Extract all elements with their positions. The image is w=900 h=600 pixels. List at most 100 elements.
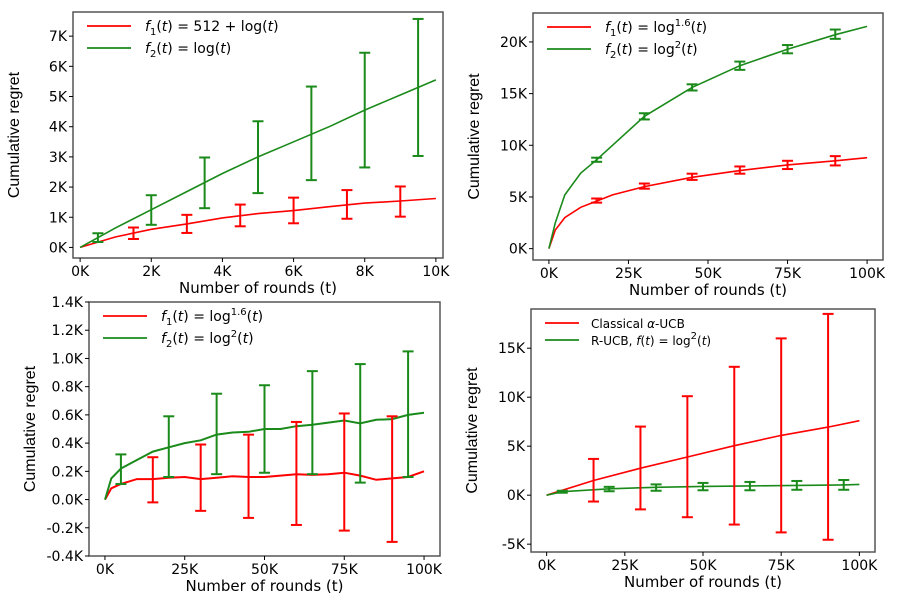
- y-tick-label: 10K: [498, 390, 526, 406]
- x-axis-label: Number of rounds (t): [179, 279, 337, 297]
- errorbar-f2: [829, 28, 841, 40]
- legend: f1​(t) = 512 + log(t) f2​(t) = log(t): [87, 19, 279, 60]
- y-tick-label: 2K: [49, 180, 68, 196]
- errorbar-f1: [147, 456, 159, 504]
- errorbar-f1: [243, 433, 255, 519]
- errorbar-rucb: [744, 480, 756, 492]
- y-axis-label: Cumulative regret: [466, 73, 483, 200]
- errorbar-f2: [782, 44, 794, 55]
- errorbar-f1: [591, 197, 603, 204]
- axes-frame: [72, 11, 444, 259]
- series-line-f2: [104, 411, 425, 500]
- y-axis-label: Cumulative regret: [22, 365, 39, 492]
- legend-label: f1​(t) = 512 + log(t): [145, 19, 279, 38]
- legend-label: f1​(t) = log1.6​(t): [605, 18, 707, 39]
- errorbar-classical: [634, 425, 646, 511]
- errorbar-f2: [359, 51, 371, 169]
- errorbar-f1: [638, 182, 650, 190]
- x-tick-label: 100K: [841, 558, 878, 574]
- errorbar-classical: [775, 337, 787, 534]
- y-tick-label: 1.2K: [52, 323, 84, 339]
- errorbar-f1: [234, 203, 246, 228]
- errorbar-f1: [127, 226, 139, 240]
- y-axis-label: Cumulative regret: [464, 367, 481, 494]
- y-tick-label: 5K: [49, 90, 68, 106]
- y-tick-label: 20K: [500, 35, 528, 51]
- errorbar-f1: [734, 165, 746, 175]
- x-tick-label: 25K: [615, 266, 643, 282]
- y-axis-label: Cumulative regret: [6, 71, 23, 198]
- x-axis-label: Number of rounds (t): [624, 573, 782, 591]
- x-tick-label: 0K: [538, 558, 557, 574]
- legend: f1​(t) = log1.6​(t)f2​(t) = log2​(t): [103, 307, 263, 350]
- x-tick-label: 100K: [406, 562, 443, 578]
- panel-top-left: 0K 2K 4K 6K 8K 10K 0K 1K 2K 3K 4K 5K 6K 7K Number of r…: [6, 11, 450, 297]
- y-tick-label: 15K: [500, 87, 528, 103]
- errorbar-f2: [92, 232, 104, 244]
- x-tick-label: 0K: [96, 562, 115, 578]
- errorbar-f1: [288, 196, 300, 225]
- x-tick-label: 25K: [611, 558, 639, 574]
- errorbar-classical: [728, 365, 740, 526]
- errorbar-f2: [734, 60, 746, 71]
- y-tick-label: 10K: [500, 138, 528, 154]
- x-tick-label: 75K: [331, 562, 359, 578]
- errorbar-f2: [163, 415, 175, 478]
- legend-label: f2​(t) = log(t): [145, 41, 231, 60]
- x-axis-label: Number of rounds (t): [186, 577, 344, 595]
- x-tick-label: 0K: [71, 264, 90, 280]
- errorbar-classical: [681, 395, 693, 519]
- y-tick-label: 0.0K: [52, 493, 84, 509]
- y-tick-label: 6K: [49, 59, 68, 75]
- plot-area: [104, 350, 425, 543]
- y-tick-label: 3K: [49, 150, 68, 166]
- errorbar-f2: [305, 85, 317, 182]
- y-tick-label: 0.4K: [52, 436, 84, 452]
- errorbar-rucb: [603, 485, 615, 493]
- series-line-classical: [546, 419, 860, 496]
- legend-label: Classical α-UCB: [591, 317, 685, 331]
- panel-bottom-right: 0K 25K 50K 75K 100K -5K 0K 5K 10K 15K Number of ro…: [464, 308, 878, 591]
- errorbar-rucb: [697, 481, 709, 492]
- x-tick-label: 75K: [768, 558, 796, 574]
- x-tick-label: 10K: [422, 264, 450, 280]
- errorbar-rucb: [838, 478, 850, 491]
- legend-item-classical: Classical α-UCB: [545, 317, 685, 331]
- series-line-f1: [79, 197, 436, 249]
- x-tick-label: 50K: [251, 562, 279, 578]
- plot-area: [79, 17, 437, 249]
- y-tick-label: 1.4K: [52, 295, 84, 311]
- x-tick-label: 2K: [142, 264, 161, 280]
- x-axis-label: Number of rounds (t): [629, 281, 787, 299]
- y-tick-label: -0.4K: [47, 549, 84, 565]
- x-tick-label: 8K: [356, 264, 375, 280]
- errorbar-rucb: [650, 483, 662, 492]
- legend-item-f2: f2​(t) = log2​(t): [547, 40, 698, 61]
- errorbar-f2: [638, 112, 650, 121]
- errorbar-f2: [686, 83, 698, 92]
- series-line-f1: [548, 156, 868, 249]
- legend-label: f2​(t) = log2​(t): [605, 40, 698, 61]
- errorbar-f2: [354, 363, 366, 484]
- y-tick-label: 15K: [498, 341, 526, 357]
- panel-top-right: 0K 25K 50K 75K 100K 0K 5K 10K 15K 20K Number of ro…: [466, 12, 886, 299]
- errorbar-rucb: [791, 479, 803, 491]
- series-line-f1: [104, 470, 425, 501]
- errorbar-f1: [394, 185, 406, 218]
- y-tick-label: 5K: [509, 190, 528, 206]
- legend-item-f1: f1​(t) = 512 + log(t): [87, 19, 279, 38]
- x-tick-label: 6K: [285, 264, 304, 280]
- errorbar-f2: [591, 156, 603, 163]
- x-tick-label: 50K: [695, 266, 723, 282]
- plot-area: [548, 25, 868, 249]
- y-tick-label: 0K: [507, 488, 526, 504]
- y-tick-label: -0.2K: [47, 521, 84, 537]
- errorbar-f2: [145, 194, 157, 226]
- x-tick-label: 0K: [540, 266, 559, 282]
- x-tick-label: 4K: [213, 264, 232, 280]
- legend-label: f2​(t) = log2​(t): [161, 329, 254, 350]
- errorbar-f1: [181, 213, 193, 234]
- errorbar-f1: [829, 155, 841, 167]
- legend-label: f1​(t) = log1.6​(t): [161, 307, 263, 328]
